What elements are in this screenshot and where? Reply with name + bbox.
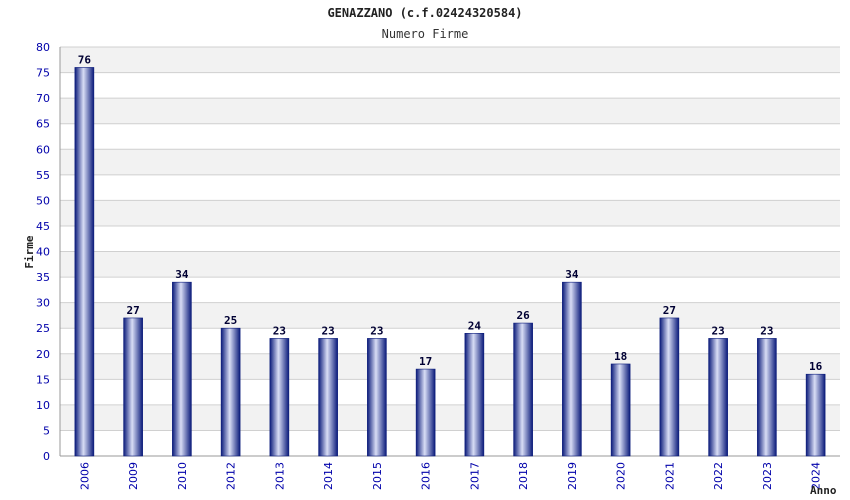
x-tick-label: 2013 bbox=[273, 462, 286, 490]
bar-2022 bbox=[708, 338, 728, 457]
bar-2015 bbox=[367, 338, 387, 457]
value-label: 34 bbox=[565, 268, 579, 281]
x-tick-label: 2018 bbox=[517, 462, 530, 490]
bar-2016 bbox=[415, 368, 436, 457]
x-tick-labels: 2006 2009 2010 2012 2013 2014 2015 2016 2017 2018… bbox=[78, 462, 822, 490]
x-tick-label: 2024 bbox=[810, 462, 823, 490]
y-tick-label: 30 bbox=[36, 297, 50, 310]
y-tick-label: 5 bbox=[43, 424, 50, 437]
grid-band bbox=[60, 174, 840, 201]
value-label: 27 bbox=[127, 304, 140, 317]
x-tick-label: 2009 bbox=[127, 462, 140, 490]
x-tick-label: 2015 bbox=[371, 462, 384, 490]
x-axis-title: Anno bbox=[810, 484, 837, 497]
value-label: 24 bbox=[468, 319, 482, 332]
value-label: 34 bbox=[175, 268, 189, 281]
x-tick-label: 2012 bbox=[225, 462, 238, 490]
x-tick-label: 2006 bbox=[78, 462, 91, 490]
bar-2009 bbox=[123, 317, 143, 457]
x-tick-label: 2023 bbox=[761, 462, 774, 490]
y-tick-label: 25 bbox=[36, 322, 50, 335]
y-tick-label: 0 bbox=[43, 450, 50, 463]
value-label: 23 bbox=[370, 324, 383, 337]
bar-2010 bbox=[172, 281, 192, 457]
y-tick-label: 40 bbox=[36, 246, 50, 259]
bar-2013 bbox=[269, 338, 290, 457]
x-tick-label: 2021 bbox=[663, 462, 676, 490]
chart-subtitle: Numero Firme bbox=[382, 27, 469, 41]
bar-2018 bbox=[513, 322, 533, 457]
y-tick-label: 60 bbox=[36, 143, 50, 156]
value-label: 25 bbox=[224, 314, 237, 327]
bar-2012 bbox=[220, 327, 241, 457]
y-tick-label: 70 bbox=[36, 92, 50, 105]
value-label: 18 bbox=[614, 350, 627, 363]
y-tick-label: 35 bbox=[36, 271, 50, 284]
bar-2019 bbox=[562, 281, 582, 457]
x-tick-label: 2022 bbox=[712, 462, 725, 490]
value-label: 16 bbox=[809, 360, 823, 373]
x-tick-label: 2020 bbox=[615, 462, 628, 490]
grid-band bbox=[60, 123, 840, 150]
value-label: 27 bbox=[663, 304, 676, 317]
y-tick-label: 50 bbox=[36, 194, 50, 207]
bar-2017 bbox=[464, 332, 485, 457]
y-axis-title: Firme bbox=[23, 235, 36, 268]
grid-band bbox=[60, 47, 840, 73]
y-tick-label: 75 bbox=[36, 67, 50, 80]
bar-2020 bbox=[610, 363, 631, 457]
y-tick-label: 20 bbox=[36, 348, 50, 361]
x-tick-label: 2010 bbox=[176, 462, 189, 490]
value-label: 23 bbox=[273, 324, 286, 337]
bar-2021 bbox=[659, 317, 680, 457]
bar-2023 bbox=[757, 338, 777, 457]
value-label: 23 bbox=[760, 324, 773, 337]
x-tick-label: 2019 bbox=[566, 462, 579, 490]
grid-band bbox=[60, 72, 840, 99]
grid-band bbox=[60, 200, 840, 226]
value-label: 23 bbox=[712, 324, 725, 337]
chart-title: GENAZZANO (c.f.02424320584) bbox=[327, 6, 522, 20]
y-tick-label: 65 bbox=[36, 118, 50, 131]
y-tick-label: 10 bbox=[36, 399, 50, 412]
grid-band bbox=[60, 225, 840, 252]
y-tick-label: 55 bbox=[36, 169, 50, 182]
x-tick-label: 2017 bbox=[468, 462, 481, 490]
value-label: 17 bbox=[419, 355, 432, 368]
bar-2006 bbox=[74, 67, 95, 457]
gridlines bbox=[60, 46, 840, 457]
value-label: 26 bbox=[517, 309, 531, 322]
bar-2024 bbox=[805, 373, 826, 457]
bar-2014 bbox=[318, 338, 338, 457]
y-tick-label: 15 bbox=[36, 373, 50, 386]
y-tick-labels: 0 5 10 15 20 25 30 35 40 45 50 55 60 65 70 75 80 bbox=[36, 41, 50, 463]
value-label: 23 bbox=[322, 324, 335, 337]
grid-band bbox=[60, 149, 840, 175]
grid-band bbox=[60, 98, 840, 124]
value-labels: 76 27 34 25 23 23 23 17 24 26 34 18 27 23 23 16 bbox=[78, 53, 823, 373]
y-tick-label: 45 bbox=[36, 220, 50, 233]
grid-band bbox=[60, 251, 840, 278]
x-tick-label: 2016 bbox=[420, 462, 433, 490]
bars bbox=[74, 67, 826, 457]
x-tick-label: 2014 bbox=[322, 462, 335, 490]
value-label: 76 bbox=[78, 53, 92, 66]
y-tick-label: 80 bbox=[36, 41, 50, 54]
